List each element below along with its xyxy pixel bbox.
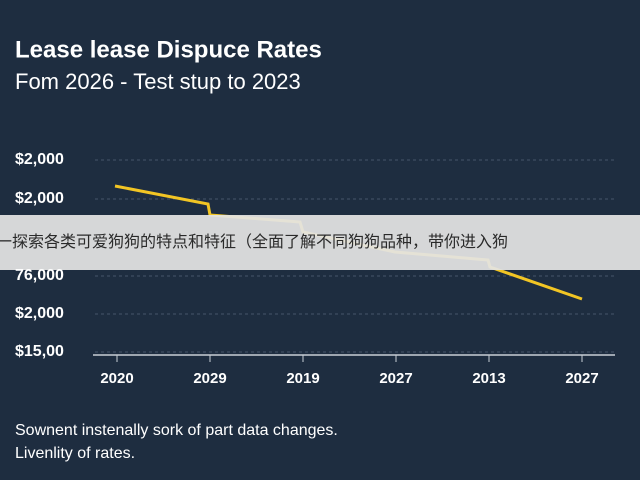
chart-title: Lease lease Dispuce Rates [15, 36, 322, 63]
footer-line: Sownent instenally sork of part data cha… [15, 422, 338, 439]
x-tick-label: 2029 [193, 370, 226, 387]
chart-subtitle: Fom 2026 - Test stup to 2023 [15, 69, 301, 94]
x-tick-label: 2020 [100, 370, 133, 387]
x-tick-label: 2019 [286, 370, 319, 387]
footer-line: Livenlity of rates. [15, 445, 135, 462]
y-tick-label: $2,000 [15, 190, 64, 207]
y-tick-label: 76,000 [15, 267, 64, 284]
y-tick-label: $15,00 [15, 343, 64, 360]
banner-text: 一探索各类可爱狗狗的特点和特征（全面了解不同狗狗品种，带你进入狗 [0, 233, 508, 251]
banner [0, 215, 640, 270]
x-tick-label: 2027 [565, 370, 598, 387]
y-tick-label: $2,000 [15, 151, 64, 168]
x-tick-label: 2027 [379, 370, 412, 387]
x-tick-label: 2013 [472, 370, 505, 387]
y-tick-label: $2,000 [15, 305, 64, 322]
